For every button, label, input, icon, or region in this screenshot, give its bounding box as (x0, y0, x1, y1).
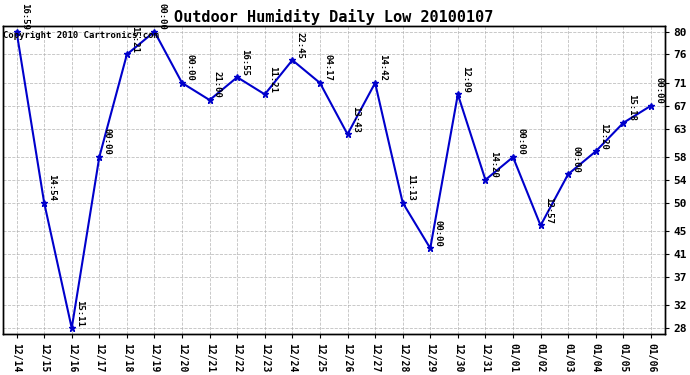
Text: 00:00: 00:00 (571, 146, 580, 172)
Text: 00:00: 00:00 (158, 3, 167, 30)
Text: 04:17: 04:17 (323, 54, 333, 81)
Title: Outdoor Humidity Daily Low 20100107: Outdoor Humidity Daily Low 20100107 (174, 9, 493, 25)
Text: 11:21: 11:21 (268, 66, 277, 93)
Text: 15:18: 15:18 (627, 94, 635, 121)
Text: 22:45: 22:45 (296, 32, 305, 58)
Text: 12:09: 12:09 (461, 66, 470, 93)
Text: 12:20: 12:20 (599, 123, 608, 150)
Text: 11:13: 11:13 (406, 174, 415, 201)
Text: 00:00: 00:00 (516, 129, 525, 155)
Text: 12:57: 12:57 (544, 197, 553, 224)
Text: 15:21: 15:21 (130, 26, 139, 53)
Text: Copyright 2010 Cartronics.com: Copyright 2010 Cartronics.com (3, 30, 159, 39)
Text: 00:00: 00:00 (186, 54, 195, 81)
Text: 00:00: 00:00 (654, 77, 663, 104)
Text: 14:42: 14:42 (378, 54, 387, 81)
Text: 21:00: 21:00 (213, 72, 222, 98)
Text: 14:20: 14:20 (489, 151, 497, 178)
Text: 00:00: 00:00 (433, 220, 442, 247)
Text: 16:59: 16:59 (20, 3, 29, 30)
Text: 00:00: 00:00 (103, 129, 112, 155)
Text: 14:54: 14:54 (48, 174, 57, 201)
Text: 15:11: 15:11 (75, 300, 84, 326)
Text: 13:43: 13:43 (351, 106, 360, 132)
Text: 16:55: 16:55 (241, 49, 250, 75)
